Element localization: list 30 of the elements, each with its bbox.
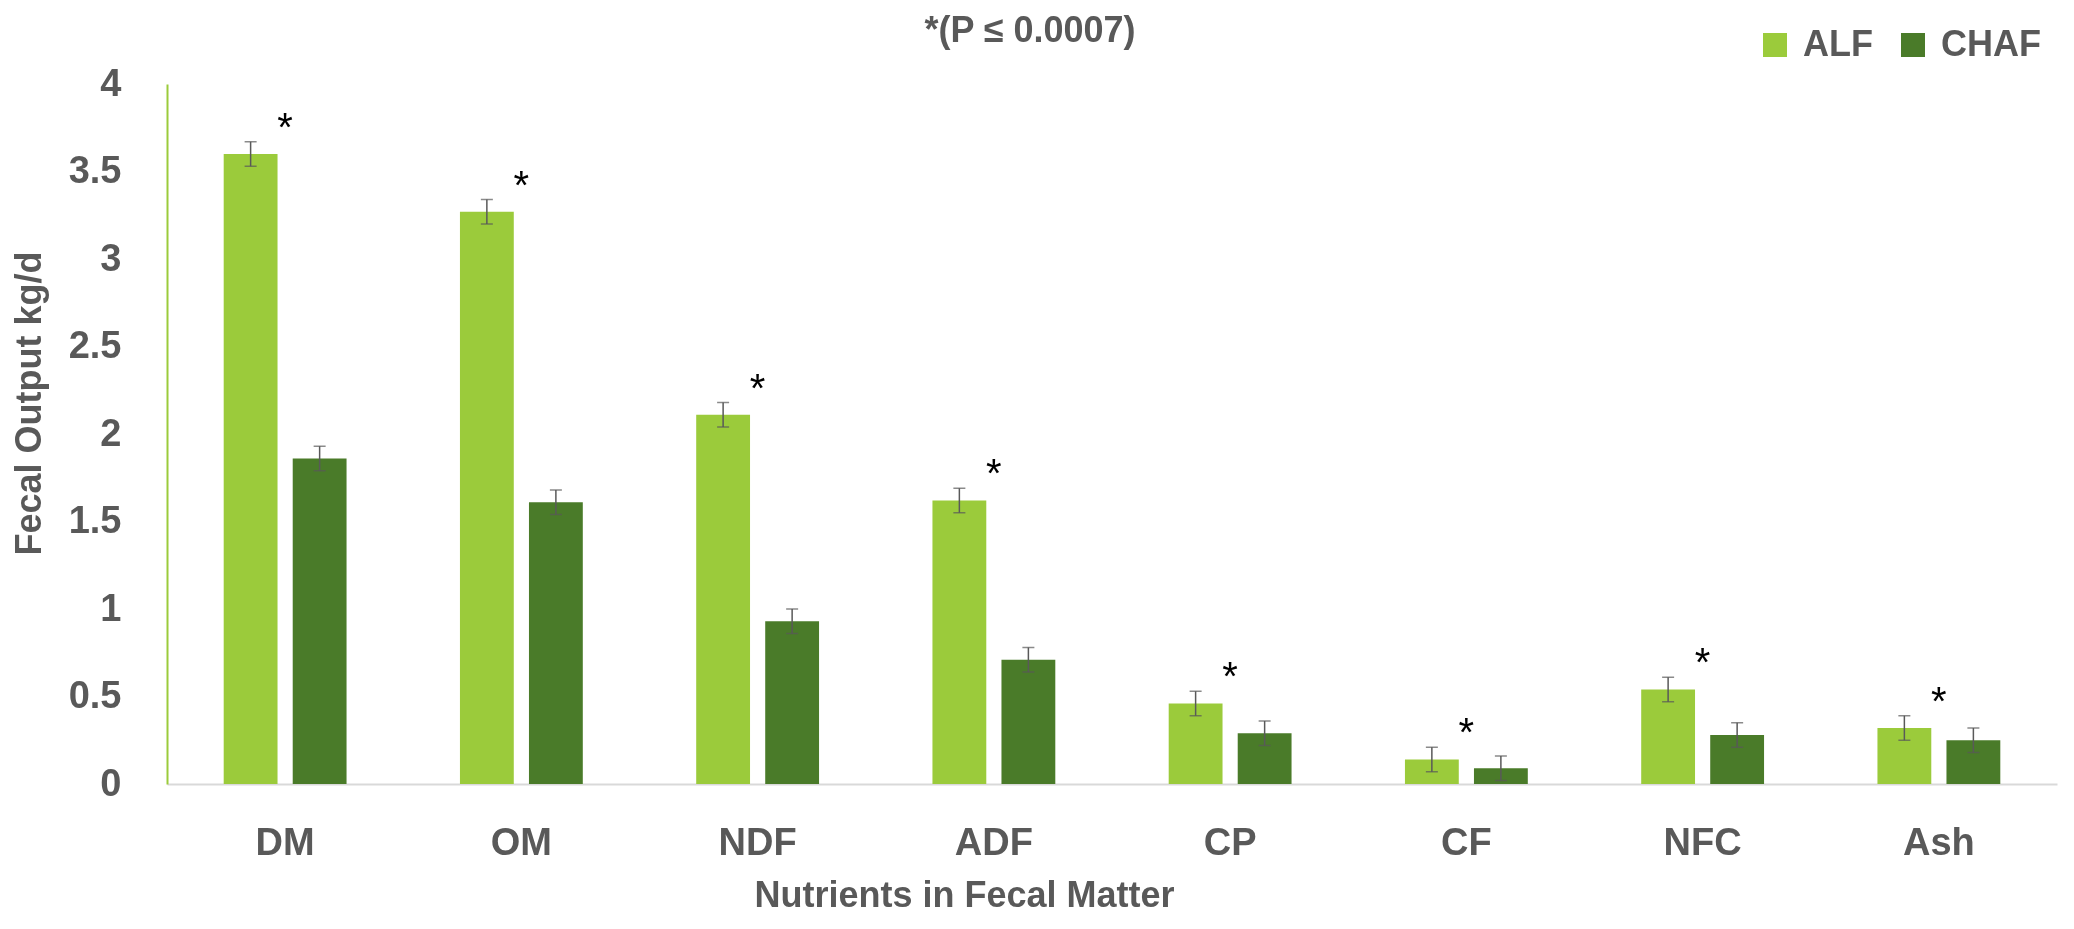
x-tick-label: DM (255, 820, 315, 863)
y-tick-label: 4 (100, 61, 122, 104)
legend-label: CHAF (1941, 23, 2041, 64)
y-tick-label: 1.5 (68, 499, 122, 541)
y-tick-label: 2.5 (68, 324, 122, 366)
y-tick-label: 0 (100, 761, 122, 804)
annotation: * (986, 451, 1002, 496)
y-tick-label: 2 (100, 411, 122, 454)
annotation: * (749, 365, 766, 410)
x-tick-label: OM (490, 820, 552, 863)
annotation: * (513, 162, 530, 207)
annotation: * (1458, 710, 1475, 755)
x-tick-label: CP (1203, 820, 1257, 863)
annotation: * (277, 104, 293, 149)
legend-label: ALF (1803, 23, 1873, 64)
annotation: * (1694, 640, 1711, 685)
y-tick-label: 3.5 (68, 149, 122, 191)
annotation: * (1222, 654, 1238, 699)
x-axis-title: Nutrients in Fecal Matter (754, 873, 1175, 915)
x-tick-label: NDF (718, 820, 797, 863)
y-tick-label: 0.5 (68, 674, 122, 716)
annotation: * (1931, 678, 1947, 723)
x-tick-label: NFC (1663, 820, 1742, 863)
y-tick-label: 3 (100, 236, 122, 279)
x-tick-label: CF (1441, 820, 1492, 863)
chart-title: *(P ≤ 0.0007) (924, 9, 1136, 50)
y-tick-label: 1 (100, 586, 122, 629)
y-axis-title: Fecal Output kg/d (7, 251, 49, 556)
x-tick-label: Ash (1902, 820, 1975, 863)
x-tick-label: ADF (954, 820, 1033, 863)
